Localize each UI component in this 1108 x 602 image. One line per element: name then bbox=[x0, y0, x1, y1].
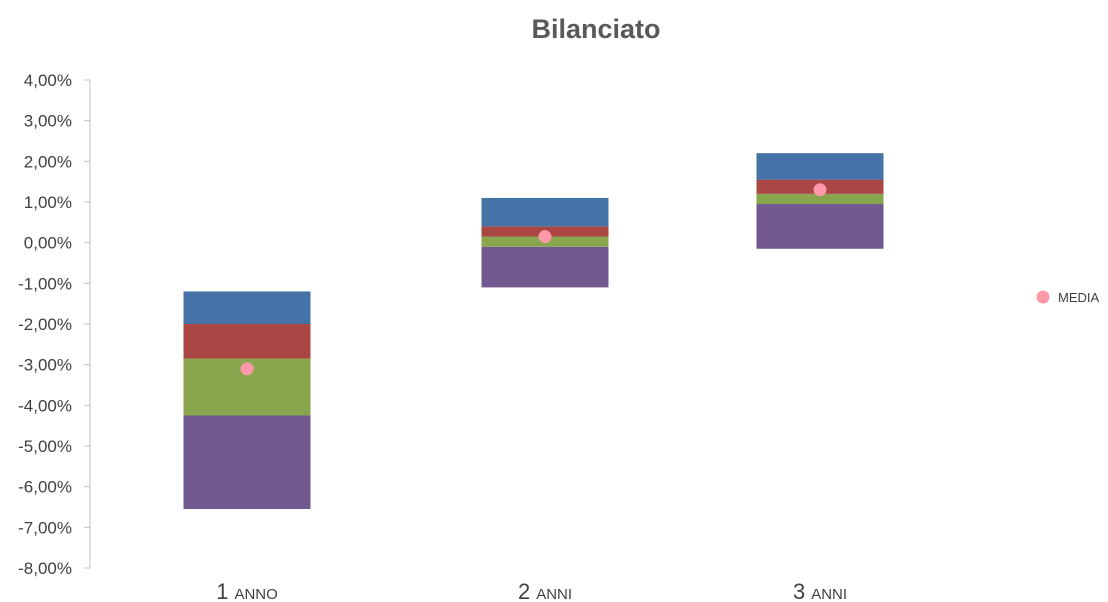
chart-title: Bilanciato bbox=[531, 14, 660, 44]
y-tick-label: -6,00% bbox=[18, 478, 72, 497]
y-tick-label: 1,00% bbox=[24, 193, 72, 212]
legend-marker bbox=[1036, 290, 1050, 304]
y-tick-label: -1,00% bbox=[18, 274, 72, 293]
bar-segment bbox=[756, 153, 884, 180]
legend: MEDIA bbox=[1036, 290, 1100, 305]
y-tick-label: -5,00% bbox=[18, 437, 72, 456]
x-tick-label: 2 ANNI bbox=[518, 579, 572, 602]
bar-segment bbox=[183, 415, 311, 510]
bar-segment bbox=[183, 291, 311, 324]
y-tick-label: -2,00% bbox=[18, 315, 72, 334]
y-tick-label: 0,00% bbox=[24, 234, 72, 253]
media-point bbox=[813, 183, 827, 197]
bar-segment bbox=[481, 246, 609, 288]
x-tick-label: 1 ANNO bbox=[216, 579, 278, 602]
y-tick-label: -4,00% bbox=[18, 396, 72, 415]
y-tick-label: 3,00% bbox=[24, 112, 72, 131]
y-tick-label: 4,00% bbox=[24, 71, 72, 90]
y-tick-label: -3,00% bbox=[18, 356, 72, 375]
y-tick-label: 2,00% bbox=[24, 152, 72, 171]
legend-label: MEDIA bbox=[1058, 290, 1100, 305]
bar-segment bbox=[756, 193, 884, 205]
bar-segment bbox=[183, 324, 311, 359]
bar-segment bbox=[756, 204, 884, 249]
media-point bbox=[240, 362, 254, 376]
media-point bbox=[538, 230, 552, 244]
bar-segment bbox=[481, 197, 609, 227]
y-tick-label: -8,00% bbox=[18, 559, 72, 578]
x-tick-label: 3 ANNI bbox=[793, 579, 847, 602]
y-tick-label: -7,00% bbox=[18, 518, 72, 537]
plot-area: 4,00% 3,00% 2,00% 1,00% 0,00% -1,00% -2,00% -3,… bbox=[18, 71, 884, 602]
